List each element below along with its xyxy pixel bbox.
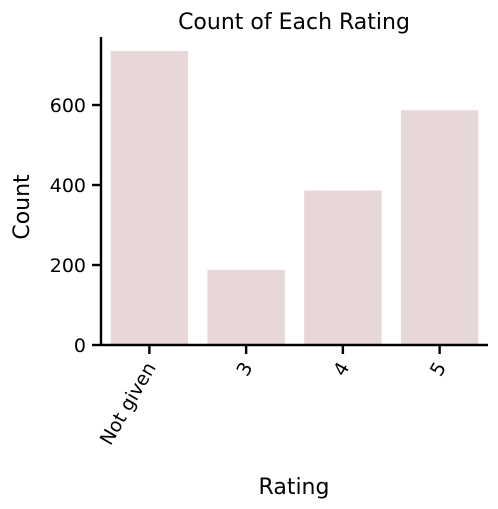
x-axis: Not given 3 4 5 — [96, 343, 488, 449]
bar-2 — [304, 190, 382, 345]
bar-1 — [207, 269, 285, 345]
y-axis-label: Count — [10, 174, 35, 240]
y-tick-label-1: 200 — [50, 255, 86, 277]
y-axis: 0 200 400 600 — [50, 37, 103, 357]
y-tick-label-2: 400 — [50, 175, 86, 197]
bars-group — [110, 51, 479, 345]
x-axis-label: Rating — [259, 475, 330, 500]
y-tick-label-3: 600 — [50, 95, 86, 117]
x-tick-label-1: 3 — [232, 359, 257, 380]
x-tick-label-3: 5 — [426, 359, 451, 380]
chart-title: Count of Each Rating — [178, 10, 410, 35]
x-tick-label-0: Not given — [96, 359, 161, 449]
y-tick-label-0: 0 — [74, 335, 86, 357]
bar-0 — [110, 51, 189, 345]
x-tick-label-2: 4 — [329, 359, 354, 380]
bar-3 — [400, 110, 479, 345]
